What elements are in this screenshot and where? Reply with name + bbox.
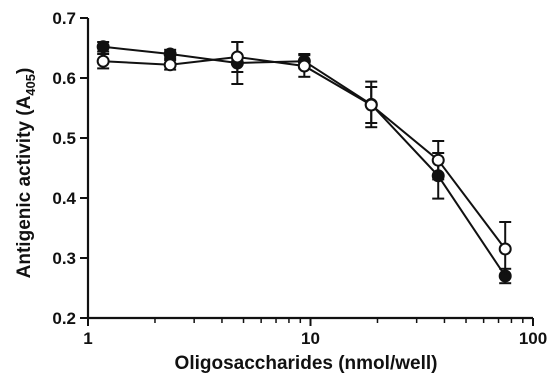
y-axis-title: Antigenic activity (A405) bbox=[14, 68, 38, 279]
series-layer bbox=[96, 40, 512, 285]
y-axis-title-suffix: ) bbox=[14, 68, 35, 74]
x-tick-label: 1 bbox=[83, 329, 92, 348]
x-axis-title: Oligosaccharides (nmol/well) bbox=[175, 353, 438, 374]
series-2 bbox=[96, 41, 512, 277]
y-tick-label: 0.3 bbox=[52, 249, 76, 268]
data-point-filled bbox=[96, 40, 110, 54]
y-axis-title-main: Antigenic activity (A bbox=[14, 95, 35, 278]
data-point-open bbox=[96, 54, 110, 68]
data-point-open bbox=[431, 153, 445, 167]
data-point-open bbox=[230, 50, 244, 64]
data-point-open bbox=[297, 59, 311, 73]
data-point-open bbox=[498, 242, 512, 256]
series-line bbox=[103, 45, 507, 277]
y-tick-label: 0.6 bbox=[52, 69, 76, 88]
axes: 0.2 0.3 0.4 0.5 0.6 0.7 1 10 100 bbox=[52, 9, 547, 348]
y-axis-title-subscript: 405 bbox=[23, 74, 38, 96]
data-point-filled bbox=[163, 47, 177, 61]
x-tick-label: 100 bbox=[519, 329, 547, 348]
y-tick-label: 0.5 bbox=[52, 129, 76, 148]
y-tick-label: 0.4 bbox=[52, 189, 76, 208]
data-point-open bbox=[163, 58, 177, 72]
y-tick-label: 0.2 bbox=[52, 309, 76, 328]
data-point-open bbox=[364, 98, 378, 112]
series-line bbox=[103, 55, 506, 250]
x-tick-label: 10 bbox=[301, 329, 320, 348]
y-tick-label: 0.7 bbox=[52, 9, 76, 28]
